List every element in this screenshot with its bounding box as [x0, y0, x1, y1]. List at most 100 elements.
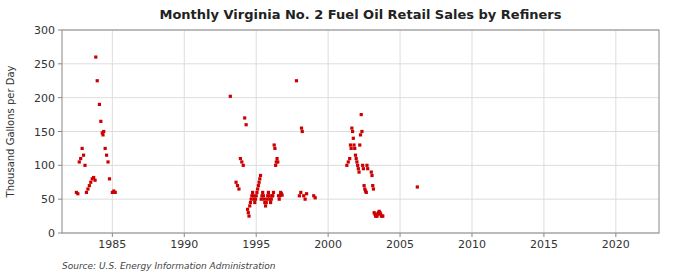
point [372, 187, 375, 190]
points [75, 55, 419, 217]
y-tick [58, 63, 62, 64]
point [263, 198, 266, 201]
point [365, 164, 368, 167]
y-grid-line [62, 199, 659, 200]
chart: 1985199019952000200520102015202005010015… [0, 0, 675, 275]
point [98, 103, 101, 106]
point [270, 198, 273, 201]
point [255, 191, 258, 194]
point [237, 187, 240, 190]
point [275, 157, 278, 160]
point [81, 147, 84, 150]
point [360, 113, 363, 116]
point [239, 157, 242, 160]
y-tick-label: 250 [34, 58, 55, 71]
point [276, 160, 279, 163]
point [104, 147, 107, 150]
point [252, 194, 255, 197]
point [114, 191, 117, 194]
point [85, 191, 88, 194]
point [352, 137, 355, 140]
point [246, 208, 249, 211]
point [299, 191, 302, 194]
point [269, 201, 272, 204]
point [257, 181, 260, 184]
point [304, 198, 307, 201]
point [353, 147, 356, 150]
point [101, 133, 104, 136]
point [257, 184, 260, 187]
point [96, 79, 99, 82]
point [265, 198, 268, 201]
x-tick [328, 233, 329, 237]
point [356, 164, 359, 167]
point [78, 160, 81, 163]
point [260, 198, 263, 201]
x-tick-label: 1995 [242, 238, 270, 251]
point [272, 191, 275, 194]
point [88, 184, 91, 187]
point [267, 191, 270, 194]
point [352, 143, 355, 146]
point [295, 79, 298, 82]
point [253, 201, 256, 204]
point [357, 171, 360, 174]
point [355, 160, 358, 163]
point [258, 177, 261, 180]
point [350, 127, 353, 130]
x-tick [615, 233, 616, 237]
point [108, 177, 111, 180]
point [359, 133, 362, 136]
point [347, 160, 350, 163]
x-tick-label: 2005 [386, 238, 414, 251]
x-tick [256, 233, 257, 237]
x-tick-label: 1990 [170, 238, 198, 251]
x-tick [112, 233, 113, 237]
y-grid-line [62, 97, 659, 98]
point [271, 194, 274, 197]
axes: 1985199019952000200520102015202005010015… [34, 24, 630, 251]
y-tick [58, 97, 62, 98]
point [247, 214, 250, 217]
point [371, 184, 374, 187]
point [370, 171, 373, 174]
x-tick-label: 2010 [458, 238, 486, 251]
point [245, 123, 248, 126]
point [255, 194, 258, 197]
point [93, 179, 96, 182]
x-tick [184, 233, 185, 237]
y-tick [58, 30, 62, 31]
point [301, 130, 304, 133]
y-grid-line [62, 165, 659, 166]
title: Monthly Virginia No. 2 Fuel Oil Retail S… [159, 7, 561, 22]
x-tick-label: 2000 [314, 238, 342, 251]
y-tick [58, 199, 62, 200]
y-tick-label: 150 [34, 126, 55, 139]
point [256, 187, 259, 190]
point [357, 167, 360, 170]
point [350, 147, 353, 150]
point [261, 191, 264, 194]
grid [62, 30, 659, 233]
point [83, 164, 86, 167]
point [274, 164, 277, 167]
point [348, 157, 351, 160]
x-tick-label: 1985 [98, 238, 126, 251]
x-tick-label: 2015 [530, 238, 558, 251]
x-tick-label: 2020 [602, 238, 630, 251]
point [262, 194, 265, 197]
point [300, 127, 303, 130]
point [360, 130, 363, 133]
point [305, 192, 308, 195]
point [99, 120, 102, 123]
point [270, 194, 273, 197]
point [280, 194, 283, 197]
point [229, 95, 232, 98]
point [259, 174, 262, 177]
point [76, 192, 79, 195]
point [264, 204, 267, 207]
y-tick-label: 300 [34, 24, 55, 37]
point [249, 201, 252, 204]
point [345, 164, 348, 167]
point [79, 157, 82, 160]
